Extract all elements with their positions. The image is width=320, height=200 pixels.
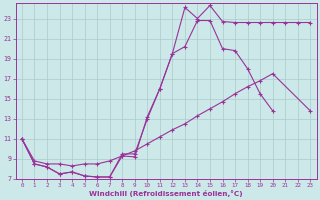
X-axis label: Windchill (Refroidissement éolien,°C): Windchill (Refroidissement éolien,°C) <box>89 190 243 197</box>
